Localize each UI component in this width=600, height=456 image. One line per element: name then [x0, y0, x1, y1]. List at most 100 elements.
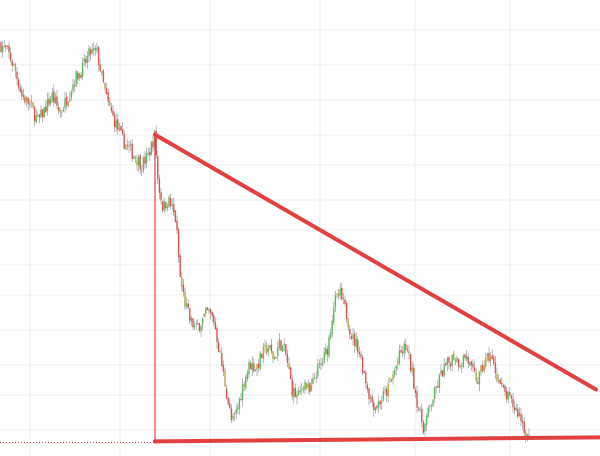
candle-body — [281, 345, 284, 352]
candle-body — [337, 293, 340, 297]
candle-body — [67, 101, 69, 107]
candle-body — [435, 386, 437, 388]
candle-body — [201, 317, 204, 325]
candle-body — [509, 392, 511, 396]
candle-body — [504, 386, 506, 393]
candle-body — [51, 92, 53, 101]
candle-body — [249, 363, 252, 370]
candle-body — [171, 204, 173, 206]
candle-body — [53, 91, 55, 103]
candle-body — [155, 130, 157, 156]
candle-body — [105, 88, 108, 95]
candle-body — [448, 357, 450, 363]
candle-body — [134, 156, 137, 159]
candle-body — [54, 97, 57, 104]
candle-body — [369, 397, 372, 400]
candle-body — [323, 352, 325, 363]
candle-body — [465, 355, 468, 360]
candle-body — [8, 45, 10, 53]
candle-body — [35, 115, 37, 123]
candle-body — [152, 141, 154, 148]
candle-body — [88, 47, 90, 57]
candle-body — [22, 94, 25, 98]
candle-body — [257, 363, 260, 368]
candle-body — [78, 73, 81, 78]
candle-body — [9, 52, 12, 61]
candle-body — [141, 170, 143, 172]
candle-body — [179, 255, 181, 278]
candle-body — [438, 375, 441, 388]
candle-body — [169, 197, 172, 206]
candle-body — [19, 87, 21, 92]
candle-body — [275, 357, 277, 359]
candle-body — [469, 362, 471, 366]
candle-body — [269, 345, 271, 348]
candle-body — [11, 60, 13, 66]
candle-body — [493, 357, 495, 364]
candle-body — [387, 383, 389, 397]
candle-body — [478, 371, 481, 385]
candle-body — [433, 387, 436, 399]
candle-body — [246, 372, 249, 379]
candle-body — [355, 338, 357, 347]
candle-body — [118, 127, 121, 131]
candle-body — [214, 322, 217, 330]
candle-body — [317, 363, 319, 377]
candle-body — [233, 413, 236, 415]
candle-body — [57, 106, 60, 111]
candle-body — [109, 101, 111, 107]
candle-body — [96, 47, 98, 51]
candle-body — [49, 99, 52, 104]
candle-body — [432, 400, 434, 406]
candle-body — [477, 382, 479, 384]
candle-body — [189, 308, 191, 321]
candle-body — [360, 354, 362, 358]
candle-body — [278, 339, 281, 348]
candle-body — [235, 409, 237, 414]
candle-body — [521, 420, 524, 423]
candle-body — [253, 363, 255, 372]
candle-body — [161, 201, 164, 211]
candle-body — [349, 328, 351, 335]
candle-body — [128, 145, 130, 147]
candle-body — [265, 345, 268, 354]
candle-body — [209, 309, 212, 314]
candle-body — [363, 371, 365, 373]
candle-body — [81, 62, 84, 77]
candle-body — [520, 413, 522, 421]
candle-body — [525, 431, 527, 437]
candle-body — [312, 378, 314, 384]
support-trendline — [153, 435, 600, 444]
candle-body — [291, 379, 293, 397]
candle-body — [408, 351, 410, 353]
candle-body — [14, 63, 17, 72]
candle-body — [21, 90, 23, 96]
candle-body — [467, 356, 469, 364]
candle-body — [230, 408, 233, 420]
candle-body — [462, 355, 465, 367]
candle-body — [457, 358, 460, 368]
candle-body — [350, 336, 353, 340]
candle-body — [117, 119, 119, 130]
candle-body — [339, 288, 341, 296]
candle-body — [293, 387, 295, 398]
candle-body — [445, 363, 447, 366]
candle-body — [13, 63, 15, 65]
candle-body — [43, 107, 45, 118]
candle-body — [229, 403, 231, 408]
candle-body — [453, 353, 455, 360]
candle-body — [70, 91, 73, 98]
candle-body — [150, 141, 153, 155]
candle-body — [515, 407, 517, 410]
candle-body — [470, 361, 473, 365]
candle-body — [374, 407, 377, 411]
candle-body — [213, 315, 215, 323]
candle-body — [437, 386, 439, 388]
candle-body — [270, 344, 273, 352]
candle-body — [286, 353, 289, 363]
candle-body — [262, 346, 265, 359]
candle-body — [217, 342, 220, 353]
candle-body — [61, 111, 63, 113]
candle-body — [499, 379, 501, 385]
